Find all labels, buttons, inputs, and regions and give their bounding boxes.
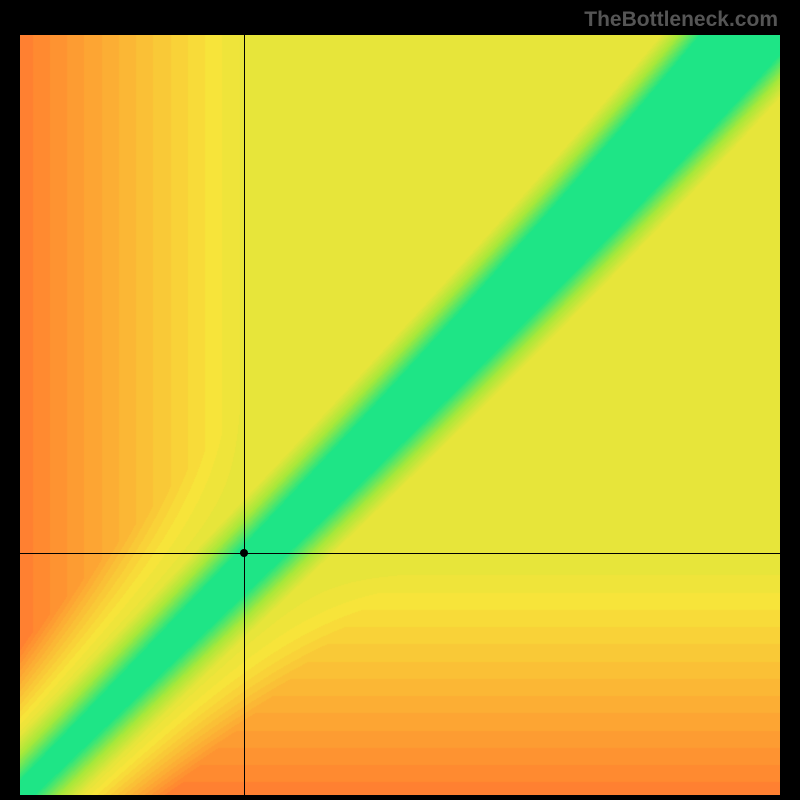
heatmap-plot — [20, 35, 780, 795]
watermark-text: TheBottleneck.com — [584, 8, 778, 32]
chart-container: TheBottleneck.com — [0, 0, 800, 800]
crosshair-horizontal — [20, 553, 780, 554]
crosshair-vertical — [244, 35, 245, 795]
heatmap-canvas — [20, 35, 780, 795]
crosshair-marker — [240, 549, 248, 557]
